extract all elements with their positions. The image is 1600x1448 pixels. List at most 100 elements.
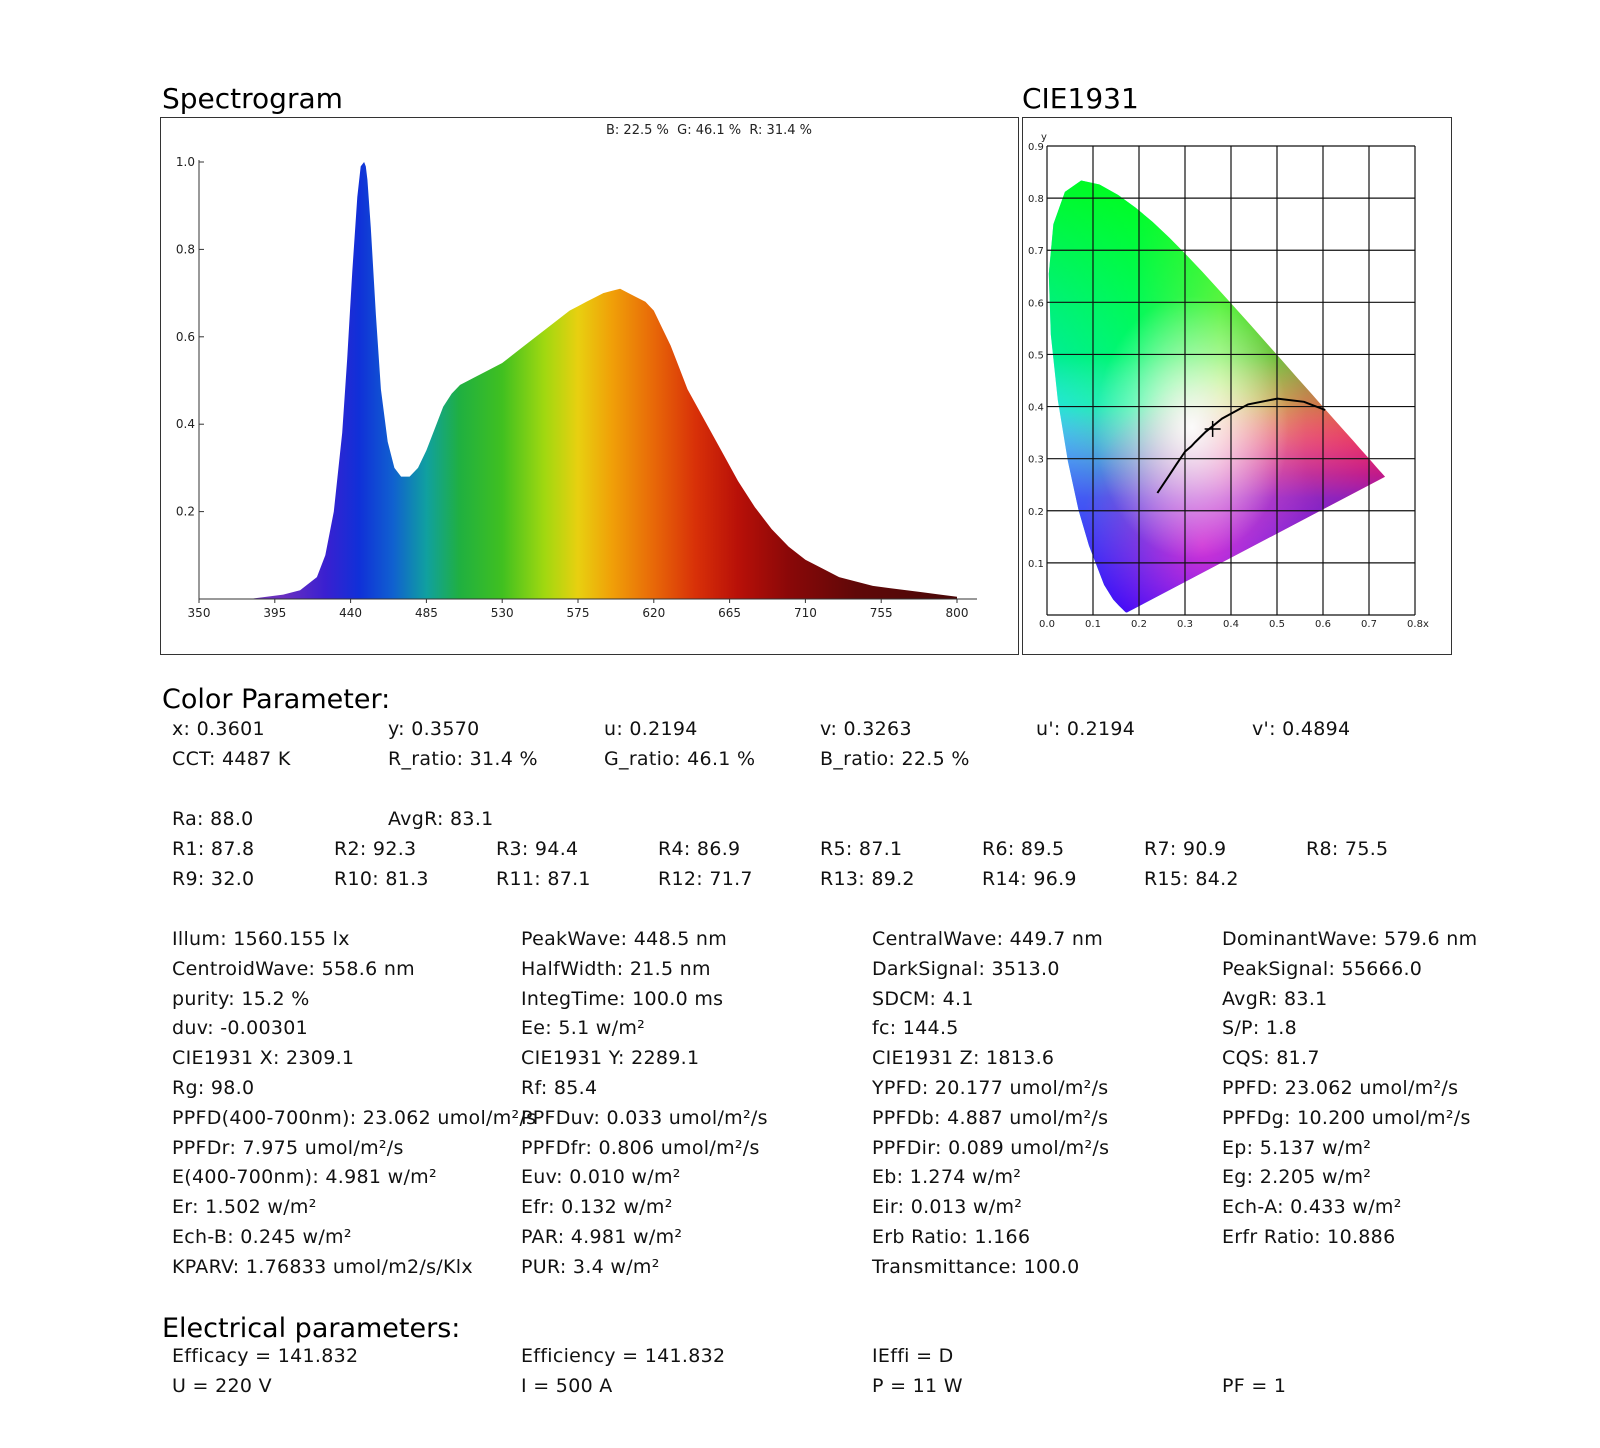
param-ppfdr: PPFDr: 7.975 umol/m²/s [172,1136,404,1159]
param-r6: R6: 89.5 [982,838,1065,860]
param-peakwave: PeakWave: 448.5 nm [521,928,728,950]
x-tick-label: 485 [415,606,438,620]
param-ra: Ra: 88.0 [172,808,254,830]
cie-y-tick-label: 0.1 [1028,559,1044,570]
param-er: Er: 1.502 w/m² [172,1196,317,1219]
param-u-prime: u': 0.2194 [1036,718,1136,740]
cie-x-tick-label: 0.7 [1361,619,1377,630]
param-cie1931-x: CIE1931 X: 2309.1 [172,1047,355,1070]
param-ppfdg: PPFDg: 10.200 umol/m²/s [1222,1106,1471,1129]
param-ppfdb: PPFDb: 4.887 umol/m²/s [872,1106,1109,1129]
cie-heading: CIE1931 [1022,82,1139,115]
x-tick-label: 575 [567,606,590,620]
param-eg: Eg: 2.205 w/m² [1222,1166,1372,1189]
param-u: u: 0.2194 [604,718,698,740]
param-r11: R11: 87.1 [496,868,591,890]
param-b-ratio: B_ratio: 22.5 % [820,748,970,770]
param-centroidwave: CentroidWave: 558.6 nm [172,957,415,980]
param-dominantwave: DominantWave: 579.6 nm [1222,928,1478,950]
cie-color-fill [1048,180,1386,613]
spectrogram-heading: Spectrogram [162,82,343,115]
param-sdcm: SDCM: 4.1 [872,987,974,1010]
param-ppfduv: PPFDuv: 0.033 umol/m²/s [521,1106,768,1129]
cie-x-tick-label: 0.5 [1269,619,1285,630]
param-par: PAR: 4.981 w/m² [521,1226,683,1248]
param-g-ratio: G_ratio: 46.1 % [604,748,756,770]
param-avgr: AvgR: 83.1 [1222,987,1328,1010]
param-r2: R2: 92.3 [334,838,417,860]
spectrogram-chart: B: 22.5 % G: 46.1 % R: 31.4 % 350 395 440 4… [176,123,977,620]
param-ech-b: Ech-B: 0.245 w/m² [172,1226,352,1248]
spectrogram-panel: B: 22.5 % G: 46.1 % R: 31.4 % 350 395 440 4… [160,117,1019,655]
param-avgr: AvgR: 83.1 [388,808,494,830]
cie-x-axis-label: x [1423,619,1429,630]
param-kparv: KPARV: 1.76833 umol/m2/s/Klx [172,1255,473,1278]
param-euv: Euv: 0.010 w/m² [521,1166,681,1189]
x-tick-label: 395 [263,606,286,620]
cie-y-tick-label: 0.8 [1028,194,1044,205]
param-x: x: 0.3601 [172,718,265,740]
param-r5: R5: 87.1 [820,838,903,860]
x-tick-label: 350 [188,606,211,620]
param-r4: R4: 86.9 [658,838,741,860]
x-tick-label: 665 [718,606,741,620]
cie-y-tick-label: 0.3 [1028,455,1044,466]
param-r3: R3: 94.4 [496,838,579,860]
elec-i: I = 500 A [521,1375,613,1397]
param-ppfd-400-700nm: PPFD(400-700nm): 23.062 umol/m²/s [172,1106,537,1129]
planckian-locus-curve [1156,397,1326,494]
ratio-caption: B: 22.5 % G: 46.1 % R: 31.4 % [606,123,812,138]
elec-efficiency: Efficiency = 141.832 [521,1345,726,1367]
spectrum-area [199,162,957,599]
x-tick-label: 530 [491,606,514,620]
chromaticity-point-marker [1204,420,1221,437]
param-ypfd: YPFD: 20.177 umol/m²/s [872,1077,1109,1099]
param-r15: R15: 84.2 [1144,868,1239,890]
param-v-prime: v': 0.4894 [1252,718,1351,740]
y-tick-label: 0.8 [176,242,195,256]
param-duv: duv: -0.00301 [172,1017,309,1040]
param-ppfdfr: PPFDfr: 0.806 umol/m²/s [521,1136,760,1159]
cie-x-tick-label: 0.2 [1131,619,1147,630]
param-e-400-700nm: E(400-700nm): 4.981 w/m² [172,1166,437,1189]
cie-y-tick-label: 0.6 [1028,298,1044,309]
param-halfwidth: HalfWidth: 21.5 nm [521,957,711,980]
param-pur: PUR: 3.4 w/m² [521,1255,660,1278]
param-ee: Ee: 5.1 w/m² [521,1017,646,1040]
cie-x-tick-label: 0.4 [1223,619,1239,630]
param-darksignal: DarkSignal: 3513.0 [872,957,1060,980]
cie-y-tick-label: 0.2 [1028,507,1044,518]
elec-efficacy: Efficacy = 141.832 [172,1345,359,1367]
cie-x-tick-label: 0.3 [1177,619,1193,630]
x-tick-label: 710 [794,606,817,620]
elec-p: P = 11 W [872,1375,963,1397]
param-v: v: 0.3263 [820,718,912,740]
param-eir: Eir: 0.013 w/m² [872,1196,1023,1219]
param-r8: R8: 75.5 [1306,838,1389,860]
cie-x-tick-label: 0.0 [1039,619,1055,630]
param-cqs: CQS: 81.7 [1222,1047,1320,1070]
y-tick-label: 0.2 [176,505,195,519]
param-efr: Efr: 0.132 w/m² [521,1196,673,1219]
cie-panel: 0.0 0.1 0.2 0.3 0.4 0.5 0.6 0.7 0.8 x 0.9 0.8 0.7 0.6… [1022,117,1452,655]
cie-y-tick-label: 0.7 [1028,246,1044,257]
cie-chart: 0.0 0.1 0.2 0.3 0.4 0.5 0.6 0.7 0.8 x0.90.80.70.6… [1028,132,1429,630]
electrical-heading: Electrical parameters: [162,1313,461,1344]
param-fc: fc: 144.5 [872,1017,959,1040]
param-cie1931-z: CIE1931 Z: 1813.6 [872,1047,1055,1070]
elec-u: U = 220 V [172,1375,272,1397]
elec-pf: PF = 1 [1222,1375,1287,1397]
x-tick-label: 620 [642,606,665,620]
param-peaksignal: PeakSignal: 55666.0 [1222,957,1423,980]
param-r14: R14: 96.9 [982,868,1077,890]
cie-x-tick-label: 0.6 [1315,619,1331,630]
param-eb: Eb: 1.274 w/m² [872,1166,1022,1189]
param-r13: R13: 89.2 [820,868,915,890]
param-r-ratio: R_ratio: 31.4 % [388,748,538,770]
cie-y-axis-label: y [1041,132,1047,143]
x-tick-label: 755 [870,606,893,620]
param-y: y: 0.3570 [388,718,480,740]
param-ech-a: Ech-A: 0.433 w/m² [1222,1196,1402,1219]
param-erfr-ratio: Erfr Ratio: 10.886 [1222,1226,1396,1248]
param-ppfd: PPFD: 23.062 umol/m²/s [1222,1077,1459,1099]
